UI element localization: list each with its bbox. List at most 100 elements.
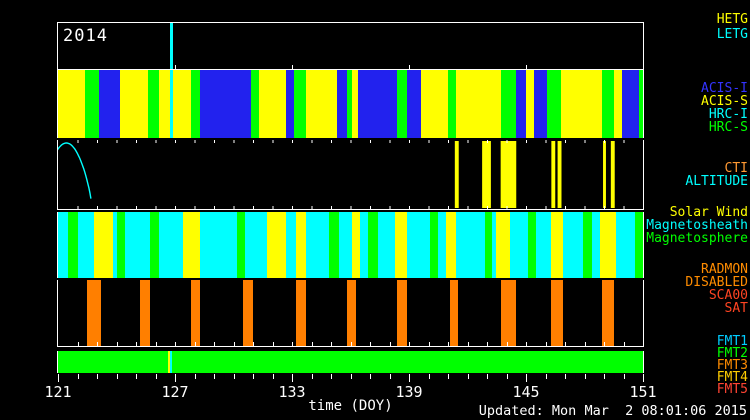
frame-tick	[175, 206, 176, 209]
frame-tick	[526, 140, 527, 143]
minor-tick	[506, 374, 508, 379]
cti-bar	[603, 141, 606, 208]
frame-tick	[487, 342, 488, 346]
instrument-segment	[286, 70, 294, 138]
minor-tick	[604, 374, 605, 379]
frame-tick	[136, 206, 137, 209]
radmon-disabled-bar	[551, 280, 564, 346]
frame-tick	[506, 342, 508, 346]
frame-tick	[487, 206, 488, 209]
band-label-fmt4: FMT4	[716, 370, 748, 385]
band-label-disabled: DISABLED	[685, 275, 748, 290]
region-stripe	[368, 212, 378, 278]
radmon-disabled-bar	[449, 280, 458, 346]
frame-tick	[506, 140, 508, 143]
minor-tick	[233, 374, 235, 379]
minor-tick	[370, 374, 371, 379]
instrument-segment	[336, 70, 347, 138]
instruments-band	[57, 70, 644, 138]
x-tick-label: 151	[629, 383, 657, 401]
instrument-segment	[533, 70, 548, 138]
region-stripe	[551, 212, 564, 278]
frame-tick	[311, 206, 313, 209]
instrument-segment	[526, 70, 534, 138]
band-label-letg: LETG	[716, 27, 748, 42]
minor-tick	[97, 374, 98, 379]
instrument-segment	[500, 70, 517, 138]
frame-tick	[97, 140, 98, 143]
radmon-disabled-bar	[243, 280, 253, 346]
frame-tick	[409, 206, 410, 209]
grating-observation-segment	[169, 23, 173, 69]
minor-tick	[272, 374, 274, 379]
region-stripe	[182, 212, 201, 278]
frame-tick	[584, 206, 586, 209]
frame-tick	[233, 140, 235, 143]
minor-tick	[194, 374, 196, 379]
instrument-segment	[200, 70, 252, 138]
frame-tick	[194, 140, 196, 143]
frame-tick	[175, 65, 176, 69]
major-tick	[58, 374, 59, 382]
frame-tick	[331, 140, 332, 143]
band-label-acis-s: ACIS-S	[701, 94, 748, 109]
band-label-magnetosphere: Magnetosphere	[646, 231, 748, 246]
frame-tick	[214, 342, 215, 346]
x-tick-label: 127	[161, 383, 189, 401]
frame-tick	[292, 65, 293, 69]
frame-tick	[350, 342, 352, 346]
frame-tick	[467, 342, 469, 346]
instrument-segment	[639, 70, 643, 138]
region-stripe	[94, 212, 113, 278]
frame-tick	[370, 342, 371, 346]
frame-tick	[155, 206, 157, 209]
altitude-curve	[58, 140, 625, 209]
region-stripe	[430, 212, 439, 278]
instrument-segment	[516, 70, 526, 138]
frame-tick	[428, 140, 430, 143]
minor-tick	[253, 374, 254, 379]
year-label: 2014	[63, 26, 108, 46]
minor-tick	[331, 374, 332, 379]
band-label-sat: SAT	[724, 301, 748, 316]
frame-tick	[448, 206, 449, 209]
x-tick-label: 121	[44, 383, 72, 401]
frame-tick	[331, 206, 332, 209]
region-stripe	[237, 212, 246, 278]
cti-bar	[500, 141, 517, 208]
frame-tick	[623, 206, 625, 209]
frame-tick	[77, 342, 79, 346]
frame-tick	[155, 140, 157, 143]
frame-tick	[175, 140, 176, 143]
frame-tick	[448, 342, 449, 346]
minor-tick	[467, 374, 469, 379]
frame-tick	[194, 206, 196, 209]
frame-tick	[136, 140, 137, 143]
frame-tick	[448, 140, 449, 143]
instrument-segment	[258, 70, 287, 138]
frame-tick	[409, 140, 410, 143]
frame-tick	[545, 140, 547, 143]
gratings-band: 2014	[57, 22, 644, 70]
updated-timestamp: Updated: Mon Mar 2 08:01:06 2015	[478, 403, 747, 419]
frame-tick	[409, 65, 410, 69]
instrument-segment	[455, 70, 501, 138]
frame-tick	[292, 140, 293, 143]
frame-tick	[272, 342, 274, 346]
radmon-disabled-bar	[87, 280, 101, 346]
band-label-fmt3: FMT3	[716, 358, 748, 373]
minor-tick	[545, 374, 547, 379]
frame-tick	[370, 140, 371, 143]
frame-tick	[350, 140, 352, 143]
minor-tick	[136, 374, 137, 379]
band-label-hrc-s: HRC-S	[708, 120, 748, 135]
radmon-disabled-bar	[346, 280, 357, 346]
frame-tick	[565, 206, 566, 209]
radmon-disabled-bar	[500, 280, 517, 346]
frame-tick	[97, 342, 98, 346]
cti-bar	[482, 141, 491, 208]
x-tick-label: 145	[512, 383, 540, 401]
solar-wind-band	[57, 212, 644, 278]
frame-tick	[272, 206, 274, 209]
